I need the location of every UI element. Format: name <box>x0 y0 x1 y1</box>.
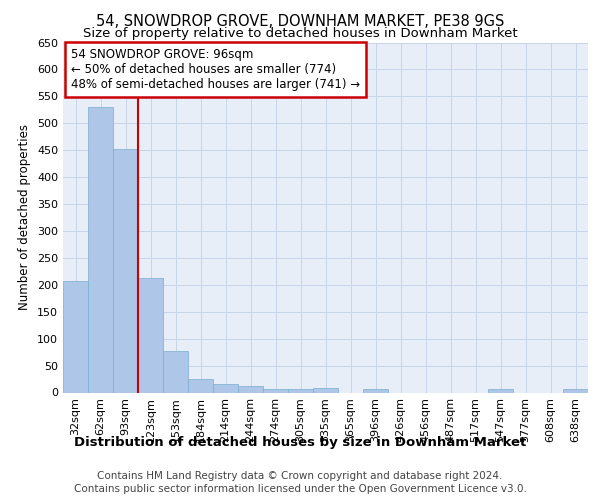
Bar <box>213 384 238 392</box>
Text: Size of property relative to detached houses in Downham Market: Size of property relative to detached ho… <box>83 28 517 40</box>
Bar <box>63 280 88 392</box>
Bar <box>163 350 188 393</box>
Bar <box>563 390 588 392</box>
Bar <box>263 388 288 392</box>
Text: 54, SNOWDROP GROVE, DOWNHAM MARKET, PE38 9GS: 54, SNOWDROP GROVE, DOWNHAM MARKET, PE38… <box>96 14 504 29</box>
Text: Contains HM Land Registry data © Crown copyright and database right 2024.: Contains HM Land Registry data © Crown c… <box>97 471 503 481</box>
Text: Distribution of detached houses by size in Downham Market: Distribution of detached houses by size … <box>74 436 526 449</box>
Bar <box>363 390 388 392</box>
Bar <box>188 378 213 392</box>
Bar <box>288 388 313 392</box>
Bar <box>238 386 263 392</box>
Bar <box>313 388 338 392</box>
Text: Contains public sector information licensed under the Open Government Licence v3: Contains public sector information licen… <box>74 484 526 494</box>
Bar <box>88 107 113 393</box>
Y-axis label: Number of detached properties: Number of detached properties <box>19 124 31 310</box>
Bar <box>488 390 513 392</box>
Bar <box>138 278 163 392</box>
Text: 54 SNOWDROP GROVE: 96sqm
← 50% of detached houses are smaller (774)
48% of semi-: 54 SNOWDROP GROVE: 96sqm ← 50% of detach… <box>71 48 360 91</box>
Bar <box>113 149 138 392</box>
